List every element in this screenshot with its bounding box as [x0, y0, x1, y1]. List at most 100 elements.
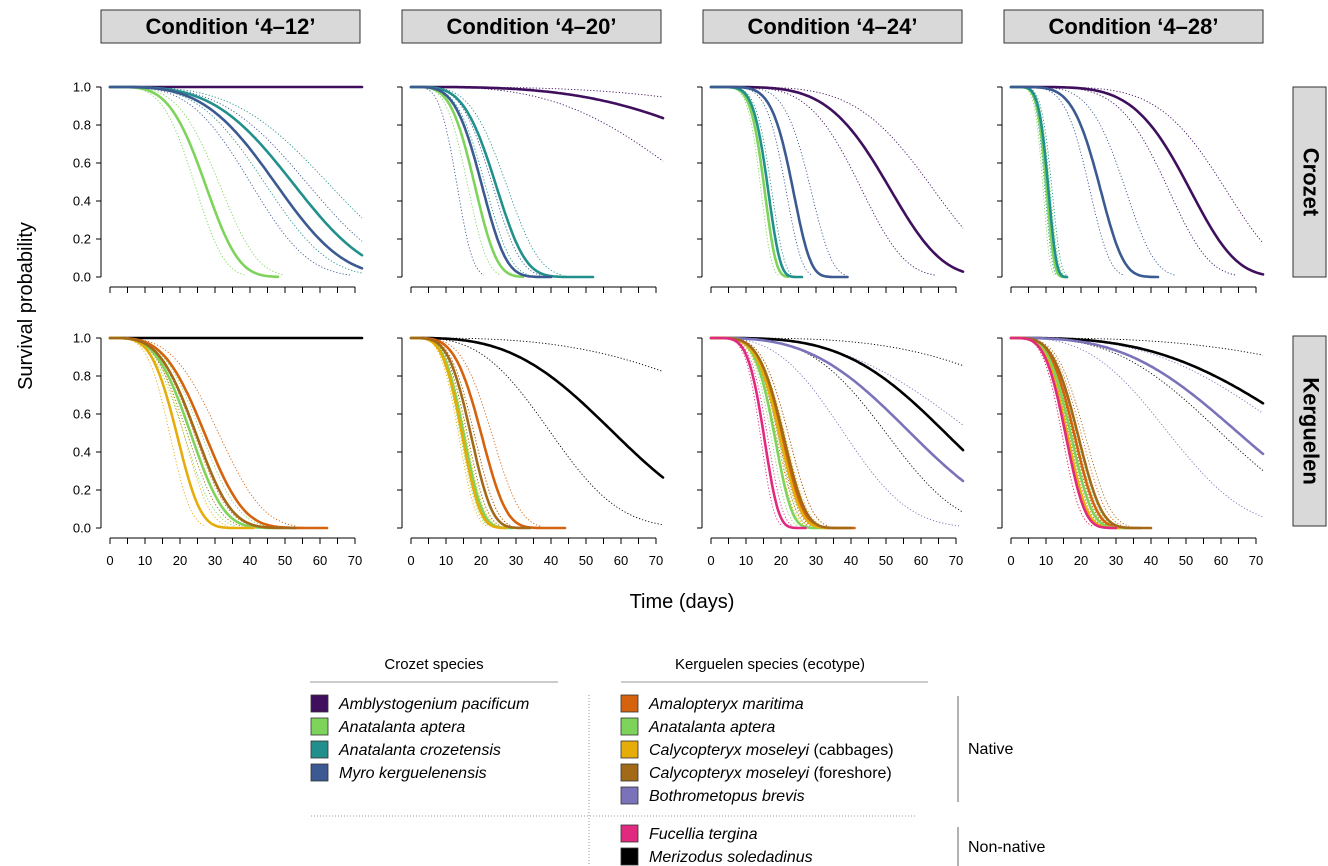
ci-line-amalopteryx	[411, 337, 541, 527]
panel-0-3	[997, 85, 1265, 293]
series-line-crozetensis	[409, 85, 595, 279]
x-tick-label: 40	[1144, 553, 1158, 568]
legend-swatch-anatalanta	[620, 717, 639, 736]
series-line-anatalanta	[709, 336, 828, 530]
x-tick-label: 10	[138, 553, 152, 568]
y-tick-label: 0.4	[73, 194, 91, 209]
legend-species-name: Amblystogenium pacificum	[338, 696, 529, 713]
legend-swatch-bothrometopus	[620, 786, 639, 805]
legend-species-name: Anatalanta aptera	[648, 719, 775, 736]
legend-swatch-myro	[310, 763, 329, 782]
x-tick-label: 20	[774, 553, 788, 568]
legend-swatch-calyco_cabbages	[620, 740, 639, 759]
nonnative-group-label: Non-native	[968, 839, 1045, 856]
panel-1-0: 0.0 0.2 0.4 0.6 0.8 1.0 0 10 20 30 40 50 60 70	[73, 331, 364, 568]
legend-label: Anatalanta aptera	[338, 719, 465, 736]
series-line-amblystogenium	[409, 85, 665, 120]
panel-1-1: 0 10 20 30 40 50 60 70	[397, 336, 665, 568]
ci-line-myro	[411, 86, 541, 276]
legend-ecotype: (foreshore)	[809, 765, 892, 782]
ci-line-calyco_cabbages	[110, 337, 229, 527]
ci-line-myro	[110, 86, 351, 276]
series-line-myro	[108, 85, 364, 270]
panel-grid: 0.0 0.2 0.4 0.6 0.8 1.0 0.0 0.2 0.4 0.6 0.8 1.0 0 10 2…	[73, 80, 1265, 568]
series-line-myro	[709, 85, 849, 279]
ci-line-myro	[1011, 86, 1124, 276]
legend-group-title: Crozet species	[384, 656, 483, 673]
series-line-amblystogenium	[709, 85, 965, 273]
y-tick-label: 1.0	[73, 80, 91, 95]
legend-species-name: Bothrometopus brevis	[649, 788, 805, 805]
x-tick-label: 70	[949, 553, 963, 568]
x-tick-label: 70	[1249, 553, 1263, 568]
legend: Crozet species Kerguelen species (ecotype…	[310, 656, 1045, 866]
legend-species-name: Merizodus soledadinus	[649, 849, 813, 866]
ci-line-myro	[1011, 86, 1175, 276]
ci-line-calyco_cabbages	[110, 337, 206, 527]
x-tick-label: 0	[407, 553, 414, 568]
island-strip-bg	[1292, 86, 1327, 278]
series-line-myro	[409, 85, 553, 279]
x-tick-label: 40	[243, 553, 257, 568]
x-tick-label: 60	[914, 553, 928, 568]
condition-label: Condition ‘4–12’	[146, 14, 316, 39]
ci-line-amalopteryx	[711, 337, 829, 527]
legend-label: Fucellia tergina	[649, 826, 758, 843]
y-tick-label: 0.6	[73, 156, 91, 171]
x-tick-label: 20	[474, 553, 488, 568]
x-tick-label: 50	[1179, 553, 1193, 568]
x-tick-label: 30	[1109, 553, 1123, 568]
ci-line-myro	[110, 86, 363, 242]
ci-line-anatalanta	[110, 86, 246, 276]
ci-line-anatalanta	[110, 86, 285, 276]
island-label: Crozet	[1299, 148, 1324, 217]
y-tick-label: 0.2	[73, 483, 91, 498]
y-tick-label: 1.0	[73, 331, 91, 346]
condition-label: Condition ‘4–24’	[748, 14, 918, 39]
condition-label: Condition ‘4–28’	[1049, 14, 1219, 39]
series-line-merizodus	[1009, 336, 1265, 405]
ci-line-calyco_cabbages	[411, 337, 488, 527]
legend-species-name: Calycopteryx moseleyi	[649, 765, 810, 782]
ci-line-calyco_cabbages	[711, 337, 824, 527]
island-strips: Crozet Kerguelen	[1292, 86, 1327, 527]
y-tick-label: 0.0	[73, 521, 91, 536]
y-tick-label: 0.2	[73, 232, 91, 247]
series-line-crozetensis	[108, 85, 364, 257]
panel-0-2	[697, 85, 965, 293]
condition-strips: Condition ‘4–12’ Condition ‘4–20’ Conditio…	[100, 9, 1264, 44]
legend-species-name: Calycopteryx moseleyi	[649, 742, 810, 759]
series-line-crozetensis	[1009, 85, 1069, 279]
legend-swatch-fucellia	[620, 824, 639, 843]
ci-line-crozetensis	[411, 86, 563, 276]
x-tick-label: 0	[707, 553, 714, 568]
series-line-myro	[1009, 85, 1160, 279]
legend-species-name: Anatalanta crozetensis	[338, 742, 501, 759]
x-tick-label: 30	[208, 553, 222, 568]
x-tick-label: 20	[1074, 553, 1088, 568]
island-label: Kerguelen	[1299, 377, 1324, 485]
ci-line-anatalanta	[1011, 337, 1116, 527]
x-tick-label: 60	[614, 553, 628, 568]
ci-line-myro	[711, 86, 813, 276]
ci-line-calyco_foreshore	[711, 337, 829, 527]
legend-label: Amblystogenium pacificum	[338, 696, 529, 713]
ci-line-crozetensis	[110, 86, 363, 219]
x-tick-label: 20	[173, 553, 187, 568]
x-tick-label: 10	[739, 553, 753, 568]
ci-line-amalopteryx	[110, 337, 255, 527]
legend-label: Anatalanta aptera	[648, 719, 775, 736]
condition-strip-bg	[702, 9, 963, 44]
condition-strip-bg	[401, 9, 662, 44]
series-line-fucellia	[1009, 336, 1118, 530]
legend-label: Bothrometopus brevis	[649, 788, 805, 805]
series-line-merizodus	[409, 336, 665, 479]
series-line-anatalanta	[108, 336, 280, 530]
x-tick-label: 50	[879, 553, 893, 568]
legend-swatch-amalopteryx	[620, 694, 639, 713]
x-tick-label: 0	[1007, 553, 1014, 568]
x-tick-label: 60	[313, 553, 327, 568]
series-line-calyco_cabbages	[409, 336, 507, 530]
legend-swatch-merizodus	[620, 847, 639, 866]
ci-line-crozetensis	[1011, 86, 1057, 276]
